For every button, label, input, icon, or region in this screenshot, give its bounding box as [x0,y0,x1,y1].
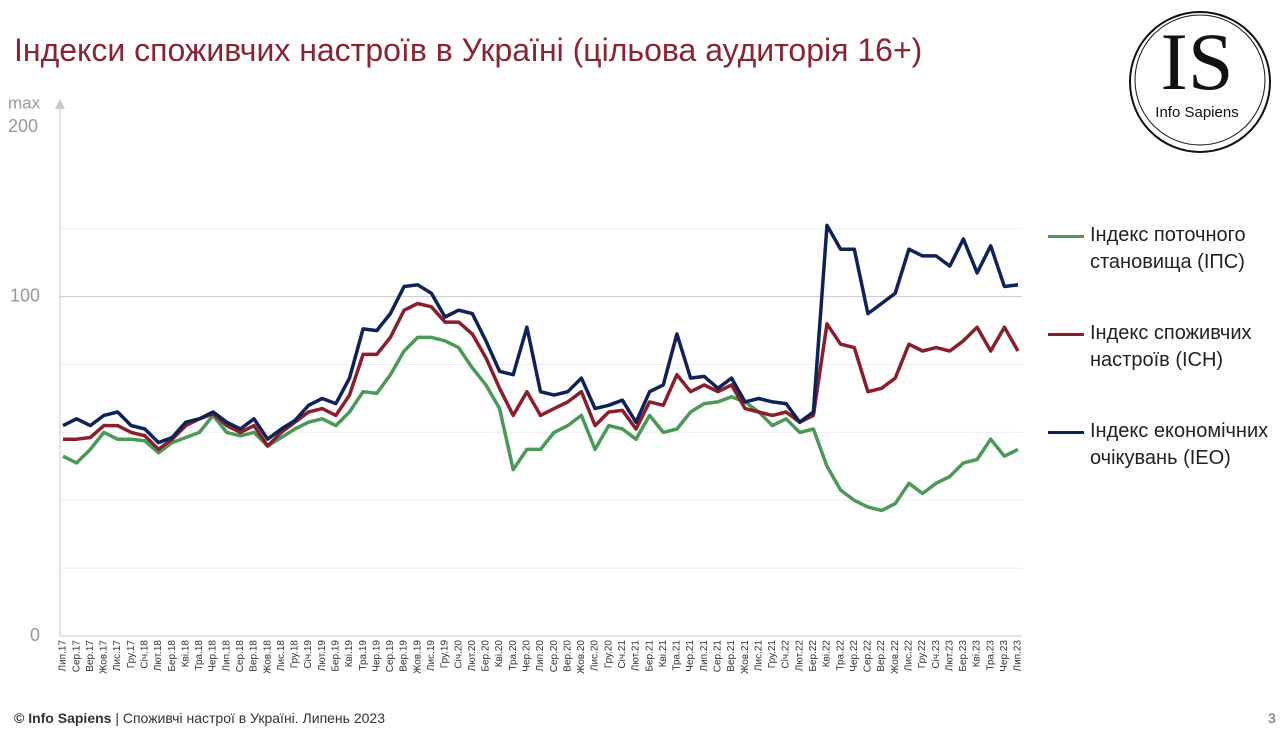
x-tick-label: Січ.21 [617,640,628,669]
x-tick-label: Кві.18 [180,640,191,668]
x-tick-label: Жов.20 [576,640,587,674]
x-tick-label: Лют.22 [794,640,805,672]
legend-entry: Індекс поточного становища (ІПС) [1048,222,1280,276]
x-tick-label: Лют.20 [467,640,478,672]
x-tick-label: Вер.19 [399,640,410,672]
x-tick-label: Лис.17 [112,640,123,671]
x-tick-label: Жов.19 [412,640,423,674]
x-tick-label: Чер.20 [521,640,532,672]
y-tick-label: 100 [10,285,40,305]
x-tick-label: Чер.23 [999,640,1010,672]
x-tick-label: Гру.18 [290,640,301,669]
x-tick-label: Сер.19 [385,640,396,673]
x-tick-label: Лис.18 [276,640,287,671]
x-tick-label: Лют.18 [153,640,164,672]
x-tick-label: Бер.19 [330,640,341,672]
y-tick-label: 0 [30,625,40,645]
x-tick-label: Сер.20 [549,640,560,673]
x-tick-label: Лип.21 [699,640,710,672]
x-tick-label: Кві.23 [972,640,983,668]
x-tick-label: Тра.20 [508,640,519,671]
series-line [63,301,1020,452]
footer: © Info Sapiens | Споживчі настрої в Укра… [14,710,385,726]
x-tick-label: Бер.23 [958,640,969,672]
logo-mark: IS [1161,16,1234,107]
x-tick-label: Тра.18 [194,640,205,671]
series-line [62,223,1019,445]
x-tick-label: Гру.17 [126,640,137,669]
x-tick-label: Сер.17 [71,640,82,673]
logo-ring [1129,11,1271,153]
page-number: 3 [1268,710,1276,726]
x-tick-label: Жов.22 [890,640,901,674]
logo-name: Info Sapiens [1155,104,1238,121]
x-tick-label: Січ.20 [453,640,464,669]
legend-swatch [1048,235,1084,238]
x-tick-label: Кві.21 [658,640,669,668]
legend-entry: Індекс економічних очікувань (ІЕО) [1048,418,1280,472]
footer-source: © Info Sapiens [14,710,112,726]
legend-swatch [1048,431,1084,434]
x-tick-label: Лют.21 [631,640,642,672]
x-tick-label: Гру.20 [603,640,614,669]
series-line [62,335,1019,513]
x-tick-label: Вер.21 [726,640,737,672]
x-tick-label: Лют.23 [944,640,955,672]
x-tick-label: Лип.23 [1013,640,1024,672]
x-tick-label: Чер.18 [208,640,219,672]
x-tick-label: Січ.18 [139,640,150,669]
x-tick-label: Січ.22 [781,640,792,669]
x-tick-label: Бер.22 [808,640,819,672]
x-tick-label: Тра.19 [358,640,369,671]
x-tick-label: Жов.17 [99,640,110,674]
x-tick-label: Сер.21 [712,640,723,673]
x-tick-label: Жов.21 [740,640,751,674]
x-tick-label: Кві.19 [344,640,355,668]
x-tick-label: Тра.22 [835,640,846,671]
chart-title: Індекси споживчих настроїв в Україні (ці… [14,32,923,68]
y-axis-arrow [55,99,65,109]
y-axis-annotation: 200 [8,116,38,136]
x-tick-label: Бер.20 [481,640,492,672]
x-tick-label: Чер.21 [685,640,696,672]
x-tick-label: Лис.19 [426,640,437,671]
x-tick-label: Січ.19 [303,640,314,669]
x-tick-label: Лип.20 [535,640,546,672]
x-tick-label: Січ.23 [931,640,942,669]
x-tick-label: Гру.22 [917,640,928,669]
x-tick-label: Кві.20 [494,640,505,668]
logo-ring [1134,14,1266,146]
x-tick-label: Вер.22 [876,640,887,672]
x-tick-label: Лис.20 [590,640,601,671]
legend-entry: Індекс споживчих настроїв (ІСН) [1048,320,1280,374]
x-tick-label: Сер.18 [235,640,246,673]
x-tick-label: Лис.21 [753,640,764,671]
x-tick-label: Жов.18 [262,640,273,674]
x-tick-label: Лип.18 [221,640,232,672]
footer-text: | Споживчі настрої в Україні. Липень 202… [115,710,385,726]
x-tick-label: Тра.23 [985,640,996,671]
x-tick-label: Сер.22 [863,640,874,673]
x-tick-label: Лют.19 [317,640,328,672]
x-tick-label: Кві.22 [822,640,833,668]
x-tick-label: Чер.22 [849,640,860,672]
x-tick-label: Вер.17 [85,640,96,672]
x-tick-label: Чер.19 [371,640,382,672]
y-axis-annotation: max [8,93,41,112]
logo: IS Info Sapiens [1129,11,1271,153]
x-tick-label: Гру.19 [440,640,451,669]
x-tick-label: Бер.18 [167,640,178,672]
x-tick-label: Гру.21 [767,640,778,669]
x-tick-label: Тра.21 [672,640,683,671]
x-tick-label: Лис.22 [903,640,914,671]
x-tick-label: Лип.17 [58,640,69,672]
legend-swatch [1048,333,1084,336]
x-tick-label: Бер.21 [644,640,655,672]
x-tick-label: Вер.18 [249,640,260,672]
x-tick-label: Вер.20 [562,640,573,672]
